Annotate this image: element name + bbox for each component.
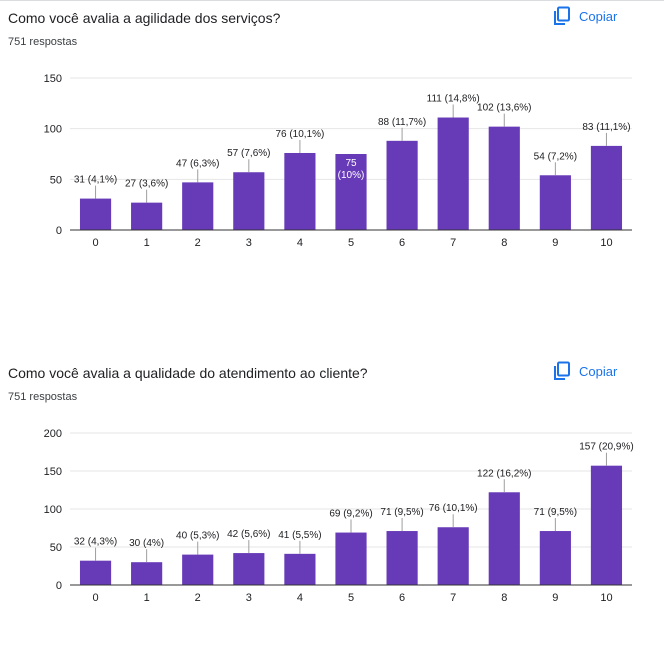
question-title: Como você avalia a qualidade do atendime… <box>8 365 368 381</box>
data-label: 32 (4,3%) <box>74 537 117 548</box>
y-tick-label: 150 <box>44 466 62 478</box>
data-label: 71 (9,5%) <box>534 507 577 518</box>
data-label: 102 (13,6%) <box>477 103 531 114</box>
bar[interactable] <box>335 154 367 230</box>
x-tick-label: 3 <box>246 592 252 604</box>
data-label: 41 (5,5%) <box>278 530 321 541</box>
y-tick-label: 0 <box>56 225 62 237</box>
x-tick-label: 8 <box>501 237 507 249</box>
response-count: 751 respostas <box>8 36 78 48</box>
y-tick-label: 50 <box>50 174 62 186</box>
copy-icon <box>553 6 571 26</box>
y-tick-label: 0 <box>56 580 62 592</box>
bar[interactable] <box>539 531 571 585</box>
data-label: 83 (11,1%) <box>582 122 630 133</box>
x-tick-label: 3 <box>246 237 252 249</box>
bar[interactable] <box>233 553 265 585</box>
data-label: 27 (3,6%) <box>125 179 168 190</box>
x-tick-label: 6 <box>399 237 405 249</box>
bar[interactable] <box>79 560 112 585</box>
bar[interactable] <box>131 202 163 230</box>
x-tick-label: 0 <box>92 592 98 604</box>
x-tick-label: 2 <box>195 592 201 604</box>
data-label: 69 (9,2%) <box>329 509 372 520</box>
x-tick-label: 5 <box>348 592 354 604</box>
x-tick-label: 5 <box>348 237 354 249</box>
bar[interactable] <box>437 527 469 585</box>
x-tick-label: 1 <box>144 237 150 249</box>
x-tick-label: 0 <box>92 237 98 249</box>
data-label: 122 (16,2%) <box>477 468 531 479</box>
bar[interactable] <box>131 562 163 585</box>
data-label: 42 (5,6%) <box>227 529 270 540</box>
x-tick-label: 10 <box>600 237 612 249</box>
x-tick-label: 4 <box>297 237 303 249</box>
bar[interactable] <box>386 140 418 230</box>
x-tick-label: 6 <box>399 592 405 604</box>
data-label: 111 (14,8%) <box>427 94 480 105</box>
bar[interactable] <box>437 117 469 230</box>
y-tick-label: 100 <box>44 124 62 136</box>
x-tick-label: 8 <box>501 592 507 604</box>
data-label: 57 (7,6%) <box>227 148 270 159</box>
y-tick-label: 150 <box>44 73 62 85</box>
data-label: 31 (4,1%) <box>74 175 117 186</box>
bar[interactable] <box>590 145 623 230</box>
x-tick-label: 1 <box>144 592 150 604</box>
x-tick-label: 9 <box>552 592 558 604</box>
data-label: 71 (9,5%) <box>380 507 423 518</box>
x-tick-label: 4 <box>297 592 303 604</box>
data-label: 76 (10,1%) <box>275 129 324 140</box>
response-count: 751 respostas <box>8 391 78 403</box>
copy-button[interactable]: Copiar <box>553 6 617 26</box>
data-label: 47 (6,3%) <box>176 158 219 169</box>
data-label: 157 (20,9%) <box>579 442 633 453</box>
bar[interactable] <box>539 175 571 230</box>
data-label: 30 (4%) <box>129 538 164 549</box>
y-tick-label: 200 <box>44 428 62 440</box>
x-tick-label: 9 <box>552 237 558 249</box>
bar-chart-agility: 0 50 100 150 31 (4,1%) 0 27 (3,6%) 1 47 (6,3%) 2 5… <box>44 73 632 249</box>
bar[interactable] <box>182 182 214 230</box>
data-label: 75 <box>345 158 357 169</box>
copy-button[interactable]: Copiar <box>553 361 617 381</box>
x-tick-label: 2 <box>195 237 201 249</box>
bar[interactable] <box>79 198 112 230</box>
bar[interactable] <box>182 554 214 585</box>
bar[interactable] <box>284 152 316 230</box>
data-label: 76 (10,1%) <box>429 503 478 514</box>
x-tick-label: 7 <box>450 237 456 249</box>
x-tick-label: 7 <box>450 592 456 604</box>
bar[interactable] <box>590 465 623 585</box>
y-tick-label: 100 <box>44 504 62 516</box>
bar[interactable] <box>488 126 520 230</box>
copy-label: Copiar <box>579 363 618 379</box>
data-label: 54 (7,2%) <box>534 151 577 162</box>
bar[interactable] <box>284 553 316 585</box>
question-title: Como você avalia a agilidade dos serviço… <box>8 10 281 26</box>
top-divider <box>0 0 664 1</box>
y-tick-label: 50 <box>50 542 62 554</box>
bar-chart-service-quality: 0 50 100 150 200 32 (4,3%) 0 30 (4%) 1 40 (5,3%) 2… <box>44 428 634 604</box>
data-label: 88 (11,7%) <box>378 117 426 128</box>
bar[interactable] <box>335 532 367 585</box>
x-tick-label: 10 <box>600 592 612 604</box>
copy-icon <box>553 361 571 381</box>
copy-label: Copiar <box>579 8 618 24</box>
data-label: 40 (5,3%) <box>176 531 219 542</box>
bar[interactable] <box>488 492 520 585</box>
data-label: (10%) <box>338 170 365 181</box>
bar[interactable] <box>386 531 418 585</box>
bar[interactable] <box>233 172 265 230</box>
